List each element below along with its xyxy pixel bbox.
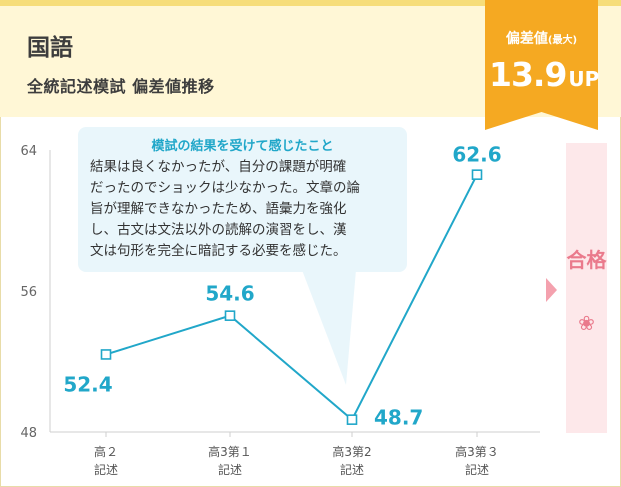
callout-title: 模試の結果を受けて感じたこと (151, 139, 334, 154)
badge-value-unit: UP (568, 67, 600, 91)
data-label: 52.4 (63, 372, 112, 396)
badge-label: 偏差値(最大) (485, 28, 598, 48)
callout-line: 旨が理解できなかったため、語彙力を強化 (90, 201, 347, 217)
callout-body: 結果は良くなかったが、自分の課題が明確 だったのでショックは少なかった。文章の論… (90, 157, 400, 262)
improvement-badge: 偏差値(最大) 13.9 UP (485, 0, 599, 130)
x-tick-label: 記述 (94, 462, 118, 477)
data-point-marker (224, 310, 236, 321)
callout-line: だったのでショックは少なかった。文章の論 (90, 180, 360, 196)
badge-label-text: 偏差値 (505, 31, 548, 47)
x-tick-label: 高２ (94, 444, 118, 459)
callout-line: し、古文は文法以外の読解の演習をし、漢 (90, 222, 347, 238)
comment-callout: 模試の結果を受けて感じたこと 結果は良くなかったが、自分の課題が明確 だったので… (78, 127, 407, 272)
chart-axes: 64 56 48 高２ 記述 高3第１ 記述 高3第2 記述 高3第３ 記述 (20, 144, 540, 477)
data-label: 62.6 (452, 143, 501, 167)
callout-tail (302, 270, 356, 385)
x-tick-label: 高3第３ (455, 444, 499, 459)
data-label: 48.7 (374, 406, 423, 430)
chart-labels: 52.4 54.6 48.7 62.6 (63, 143, 501, 430)
page-title: 国語 (27, 35, 73, 61)
pass-label: 合格 (566, 245, 607, 275)
pass-label-char: 合格 (566, 248, 607, 272)
x-tick-label: 高3第１ (208, 444, 252, 459)
data-label: 54.6 (205, 282, 254, 306)
chart-subtitle: 全統記述模試 偏差値推移 (27, 77, 215, 96)
callout-line: 文は句形を完全に暗記する必要を感じた。 (90, 243, 347, 259)
callout-line: 結果は良くなかったが、自分の課題が明確 (90, 159, 347, 175)
y-tick-label: 64 (20, 144, 37, 159)
badge-value: 13.9 UP (489, 55, 599, 94)
badge-label-suffix: (最大) (547, 35, 578, 46)
x-tick-label: 記述 (218, 462, 242, 477)
y-tick-label: 56 (20, 285, 37, 300)
badge-ribbon-shape (485, 0, 598, 130)
data-point-marker (100, 349, 112, 360)
pass-box: 合格 ❀ (566, 143, 607, 433)
x-tick-label: 記述 (465, 462, 489, 477)
series-line (105, 174, 478, 422)
x-tick-label: 高3第2 (332, 444, 371, 459)
chart-series (100, 169, 483, 425)
sakura-icon: ❀ (578, 311, 595, 335)
header-accent-bar (0, 0, 621, 6)
pass-arrow (546, 278, 557, 302)
data-point-marker (346, 414, 358, 425)
badge-value-number: 13.9 (489, 55, 567, 94)
x-tick-label: 記述 (340, 462, 364, 477)
data-point-marker (471, 169, 483, 180)
y-tick-label: 48 (20, 426, 37, 441)
